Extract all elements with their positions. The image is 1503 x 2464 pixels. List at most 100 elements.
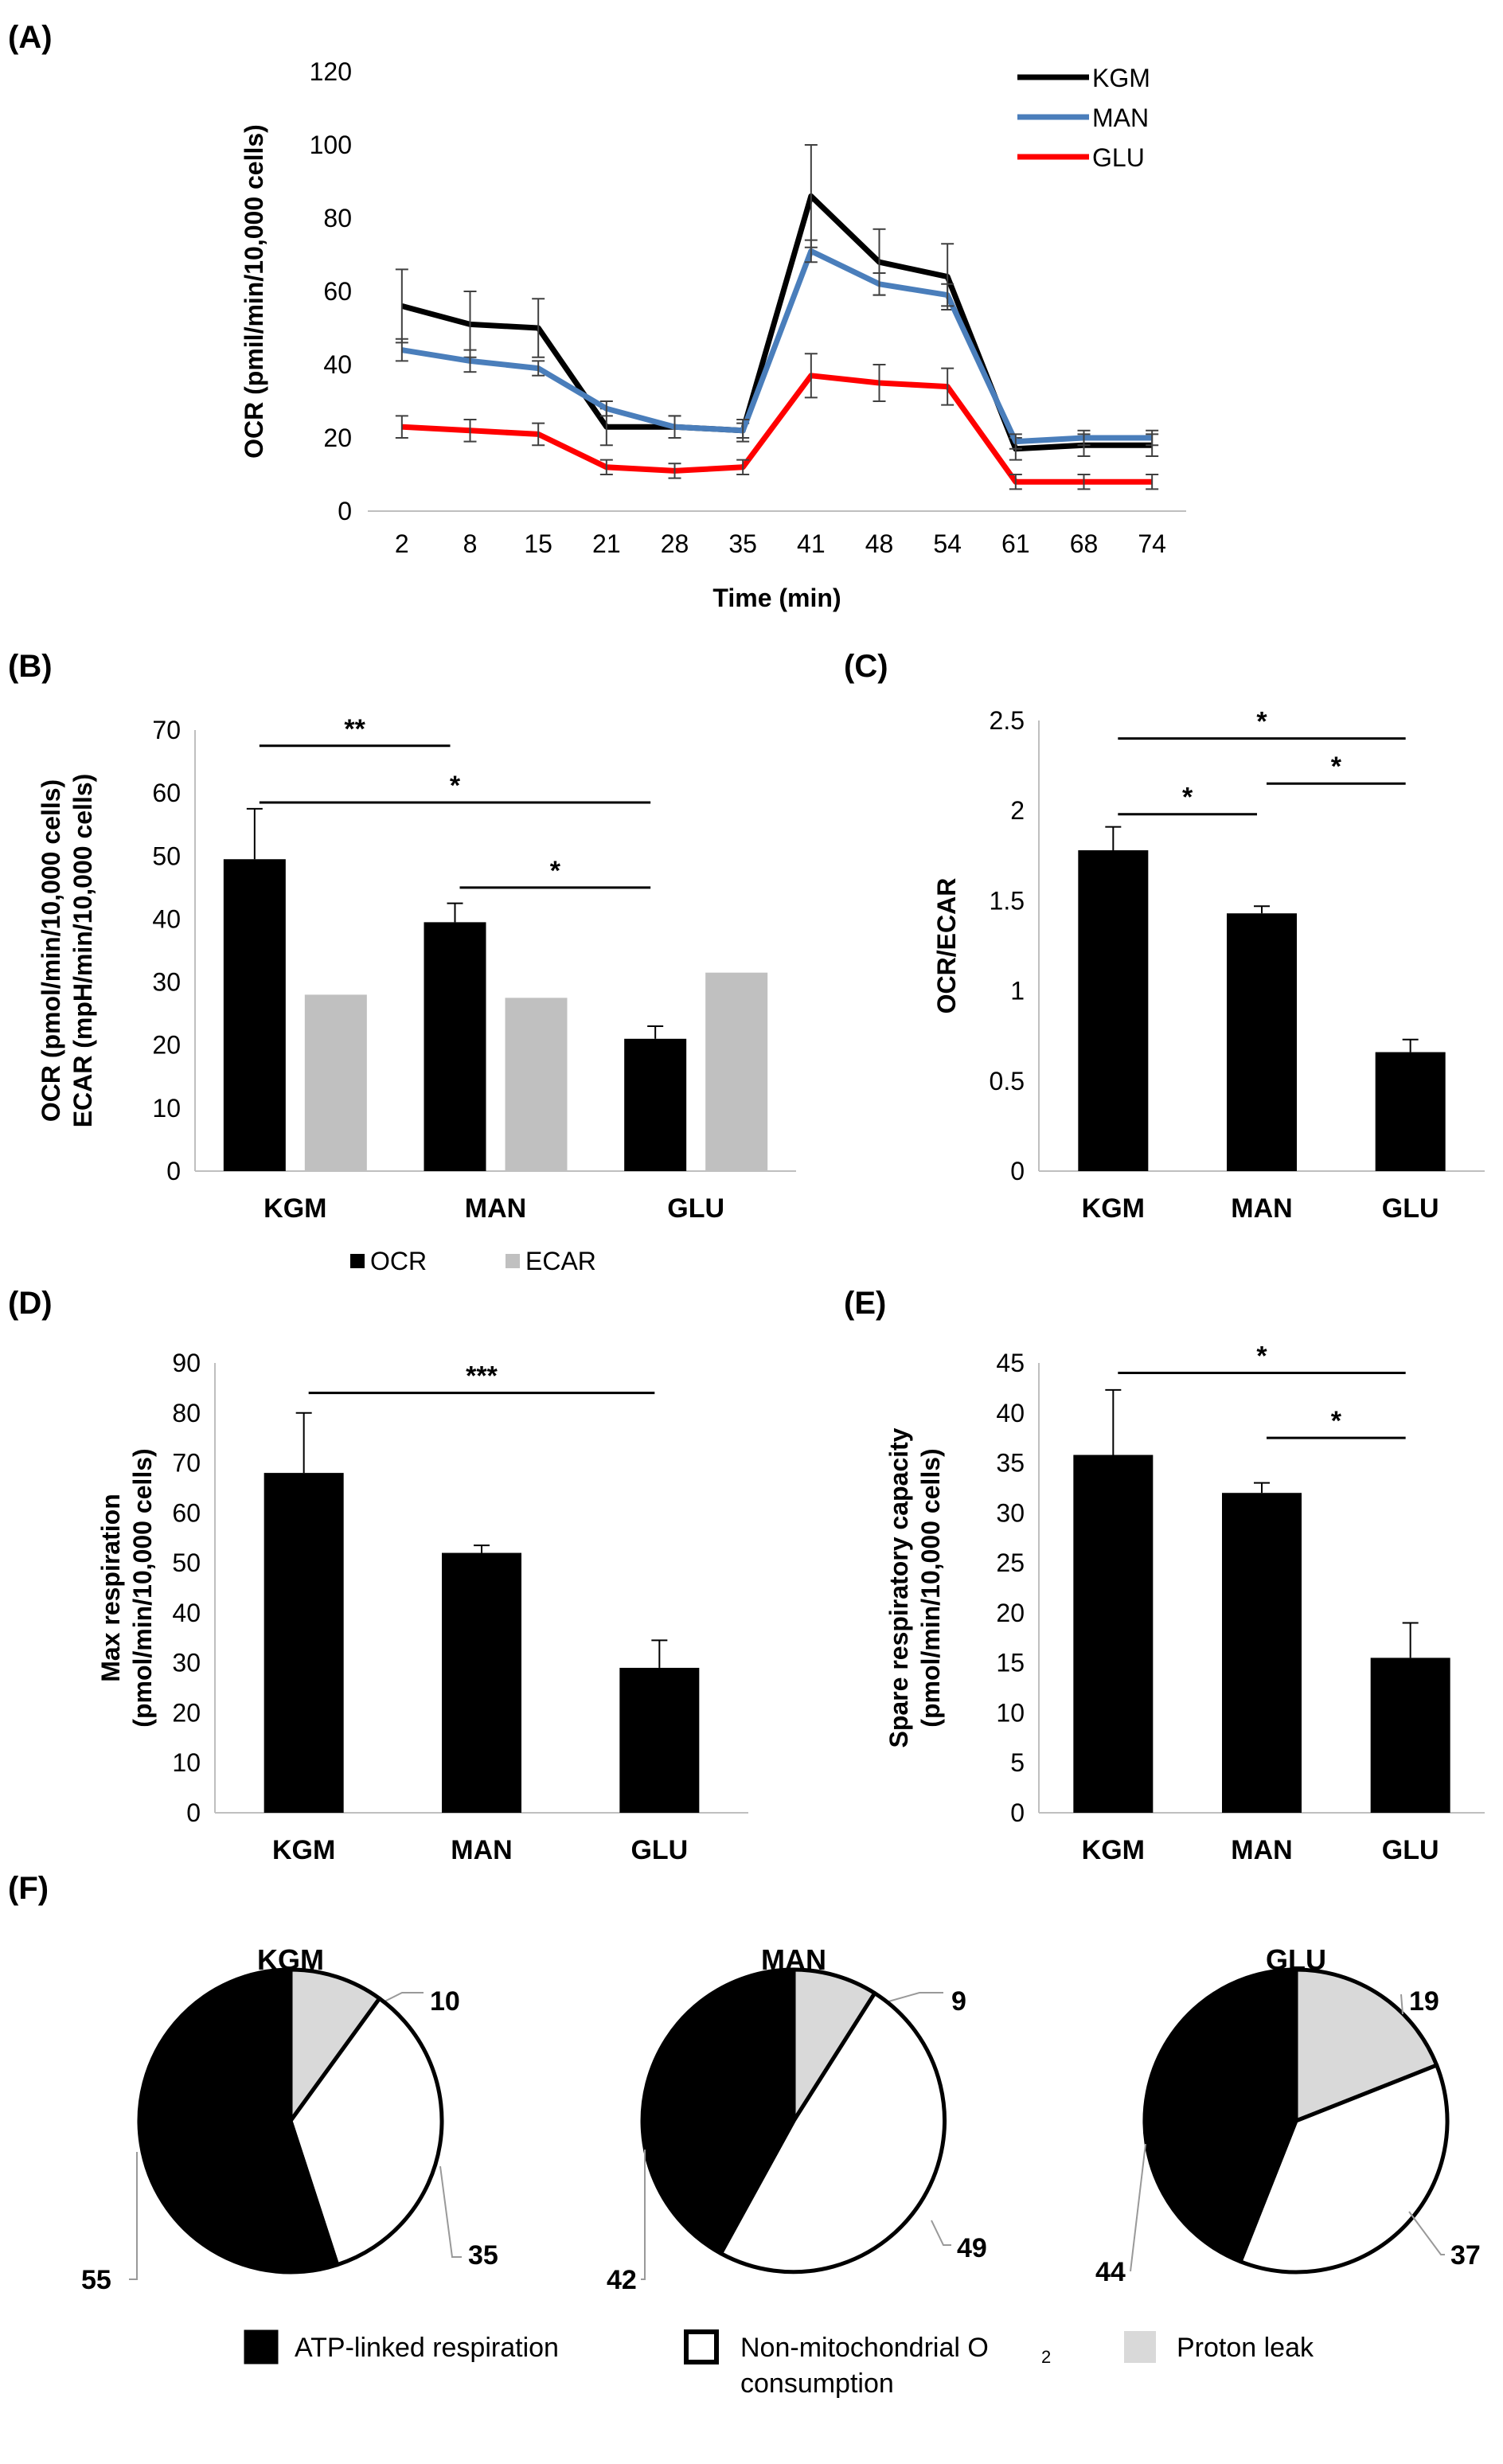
x-tick-label: 41	[797, 529, 826, 558]
bar-ocr-glu	[624, 1038, 687, 1171]
panel-label: (B)	[8, 649, 53, 684]
pie-slice-proton-leak	[288, 1967, 382, 2123]
x-tick-label: KGM	[1082, 1193, 1145, 1224]
bar-max-respiration-kgm	[264, 1473, 344, 1813]
legend-swatch-non-mitochondrial	[684, 2329, 719, 2364]
significance-label: ***	[466, 1361, 498, 1392]
panel-label: (F)	[8, 1871, 49, 1906]
y-axis-title: OCR (pmol/min/10,000 cells)	[37, 779, 65, 1122]
legend-label: Non-mitochondrial O	[740, 2333, 989, 2363]
y-tick-label: 30	[996, 1498, 1025, 1527]
y-tick-label: 80	[172, 1399, 201, 1427]
y-tick-label: 70	[172, 1449, 201, 1478]
x-tick-label: 61	[1001, 529, 1030, 558]
panel-labels: (A) (B) (C) (D) (E) (F)	[8, 20, 888, 1906]
legend-label: GLU	[1092, 143, 1145, 172]
x-tick-label: GLU	[630, 1835, 688, 1865]
pie-value-label: 49	[957, 2233, 987, 2263]
y-tick-label: 15	[996, 1649, 1025, 1677]
legend-label: MAN	[1092, 103, 1149, 132]
legend-label: OCR	[370, 1247, 427, 1275]
y-tick-label: 0	[186, 1798, 201, 1827]
x-tick-label: MAN	[451, 1835, 512, 1865]
significance-label: *	[1182, 783, 1193, 813]
series-line-kgm	[400, 193, 1153, 452]
y-tick-label: 0	[1010, 1798, 1025, 1827]
legend-swatch-ocr	[350, 1254, 365, 1268]
pie-value-label: 10	[430, 1986, 460, 2017]
y-axis-title: ECAR (mpH/min/10,000 cells)	[68, 774, 97, 1128]
panel-e-bar-chart: 0 5 10 15 20 25 30 35 40 45 KGM MAN GLU * * Spare respi…	[884, 1341, 1485, 1865]
legend-label: KGM	[1092, 64, 1150, 92]
y-tick-label: 25	[996, 1548, 1025, 1577]
bar-ocr-ecar-glu	[1375, 1052, 1446, 1171]
pie-value-label: 44	[1095, 2257, 1126, 2287]
leader-line	[1130, 2143, 1146, 2272]
panel-label: (C)	[844, 649, 888, 684]
y-axis-title: Max respiration	[96, 1494, 125, 1682]
pie-slice-non-mitochondrial	[288, 1996, 444, 2267]
x-tick-label: GLU	[667, 1193, 724, 1224]
y-tick-label: 70	[152, 716, 181, 744]
y-tick-label: 2	[1010, 796, 1025, 825]
bar-ocr-ecar-man	[1227, 913, 1297, 1171]
y-tick-label: 45	[996, 1349, 1025, 1377]
y-tick-label: 100	[310, 131, 352, 159]
legend-swatch-proton-leak	[1124, 2331, 1156, 2363]
x-tick-label: GLU	[1382, 1193, 1439, 1224]
y-tick-label: 90	[172, 1349, 201, 1377]
x-tick-label: 2	[395, 529, 409, 558]
x-tick-label: MAN	[1231, 1193, 1292, 1224]
bar-ecar-glu	[705, 972, 768, 1171]
panel-d-bar-chart: 0 10 20 30 40 50 60 70 80 90 KGM MAN GLU *** Max respi…	[96, 1349, 748, 1865]
y-tick-label: 0	[1010, 1157, 1025, 1185]
y-tick-label: 10	[152, 1094, 181, 1123]
series-line-glu	[401, 373, 1153, 485]
y-tick-label: 120	[310, 57, 352, 86]
y-tick-label: 10	[172, 1748, 201, 1777]
y-tick-label: 50	[172, 1548, 201, 1577]
legend-label: ATP-linked respiration	[295, 2333, 559, 2363]
y-tick-label: 10	[996, 1698, 1025, 1727]
significance-label: **	[344, 714, 365, 744]
leader-line	[931, 2220, 951, 2246]
y-tick-label: 20	[996, 1599, 1025, 1627]
pie-value-label: 37	[1450, 2240, 1481, 2271]
y-tick-label: 30	[152, 968, 181, 997]
pie-slice-atp-linked	[1142, 1967, 1298, 2264]
y-tick-label: 80	[323, 204, 352, 232]
significance-label: *	[450, 771, 461, 801]
x-tick-label: 48	[865, 529, 894, 558]
x-tick-label: 21	[592, 529, 621, 558]
pie-slice-non-mitochondrial	[719, 1991, 947, 2275]
panel-label: (E)	[844, 1286, 886, 1321]
bar-ocr-kgm	[223, 859, 286, 1171]
y-tick-label: 1.5	[990, 886, 1025, 915]
pie-slice-atp-linked	[137, 1967, 340, 2275]
y-tick-label: 20	[172, 1698, 201, 1727]
legend-swatch-ecar	[506, 1254, 520, 1268]
y-tick-label: 60	[152, 779, 181, 807]
x-tick-label: KGM	[264, 1193, 326, 1224]
y-tick-label: 5	[1010, 1748, 1025, 1777]
panel-label: (A)	[8, 20, 53, 55]
bar-max-respiration-man	[442, 1552, 521, 1813]
y-tick-label: 40	[323, 350, 352, 379]
pie-value-label: 42	[607, 2265, 637, 2295]
x-axis-title: Time (min)	[712, 584, 841, 612]
legend-swatch-atp-linked	[244, 2329, 279, 2364]
x-tick-label: 28	[661, 529, 689, 558]
x-tick-label: 54	[933, 529, 962, 558]
y-tick-label: 40	[152, 904, 181, 933]
pie-slice-proton-leak	[1294, 1967, 1439, 2123]
bar-spare-respiratory-capacity-man	[1222, 1493, 1302, 1813]
bar-ocr-man	[424, 922, 486, 1171]
x-tick-label: 74	[1138, 529, 1166, 558]
pie-value-label: 9	[951, 1986, 966, 2017]
significance-label: *	[1256, 1341, 1267, 1372]
leader-line	[1408, 2211, 1445, 2255]
y-tick-label: 40	[172, 1599, 201, 1627]
y-axis-title: (pmol/min/10,000 cells)	[128, 1448, 157, 1727]
leader-line	[439, 2165, 462, 2258]
x-tick-label: MAN	[1231, 1835, 1292, 1865]
